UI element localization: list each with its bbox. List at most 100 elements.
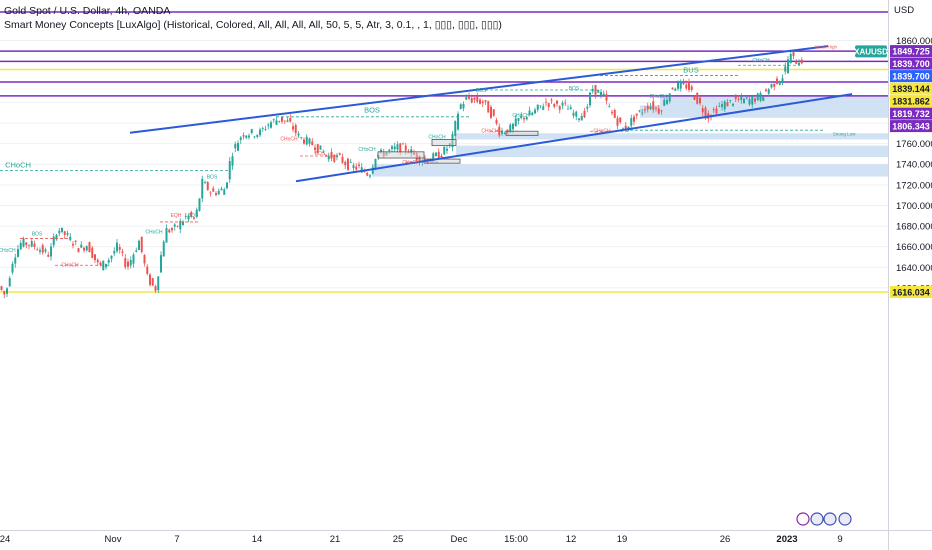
candle-body bbox=[800, 59, 803, 64]
candle-body bbox=[635, 113, 638, 116]
candle-body bbox=[198, 198, 201, 211]
candle-body bbox=[220, 188, 223, 191]
candle-body bbox=[217, 190, 220, 195]
candle-body bbox=[267, 124, 270, 126]
candle-body bbox=[542, 106, 545, 110]
candle-body bbox=[124, 258, 127, 268]
candle-body bbox=[666, 99, 668, 104]
candle-body bbox=[58, 230, 61, 234]
y-tick-label: 1860.000 bbox=[896, 36, 932, 47]
candle-body bbox=[580, 115, 583, 121]
candle-body bbox=[33, 243, 36, 247]
structure-label: CHoCH bbox=[145, 229, 163, 235]
candle-body bbox=[437, 151, 440, 159]
candle-body bbox=[206, 182, 209, 190]
price-tag-label: 1806.343 bbox=[892, 122, 930, 132]
candle-body bbox=[226, 182, 228, 189]
candle-body bbox=[602, 93, 605, 96]
candle-body bbox=[682, 82, 685, 84]
zone-box bbox=[456, 145, 888, 157]
structure-label: CHoCH bbox=[402, 160, 420, 166]
candle-body bbox=[789, 53, 792, 64]
candle-body bbox=[55, 235, 58, 240]
price-tag bbox=[890, 57, 932, 70]
candle-body bbox=[578, 118, 580, 120]
candle-body bbox=[168, 229, 171, 233]
price-tag-label: 1819.732 bbox=[892, 109, 930, 119]
candle-body bbox=[668, 93, 671, 102]
candle-body bbox=[234, 144, 237, 149]
candle-body bbox=[553, 104, 556, 107]
current-price-tag bbox=[890, 70, 932, 83]
candle-body bbox=[127, 261, 129, 267]
candle-body bbox=[619, 117, 622, 123]
candle-body bbox=[190, 212, 193, 217]
candle-body bbox=[8, 278, 11, 287]
candle-body bbox=[143, 255, 146, 264]
price-axis-border bbox=[888, 0, 889, 550]
zone-box bbox=[456, 133, 888, 140]
candle-body bbox=[583, 110, 586, 118]
candle-body bbox=[685, 84, 688, 89]
candle-body bbox=[264, 129, 267, 131]
candle-body bbox=[638, 110, 641, 112]
candle-body bbox=[25, 242, 28, 246]
y-tick-label: 1700.000 bbox=[896, 201, 932, 212]
candle-body bbox=[223, 189, 226, 195]
structure-label: CHoCH bbox=[280, 137, 298, 143]
candle-body bbox=[690, 86, 693, 90]
candle-body bbox=[74, 240, 77, 242]
x-tick-label: 21 bbox=[330, 534, 341, 545]
structure-label: BOS bbox=[569, 86, 580, 92]
candle-body bbox=[165, 228, 168, 243]
candle-body bbox=[476, 96, 479, 102]
candle-body bbox=[778, 81, 781, 85]
y-tick-label: 1740.000 bbox=[896, 160, 932, 171]
structure-label: BOS bbox=[364, 106, 380, 115]
candle-body bbox=[393, 146, 396, 150]
candle-body bbox=[633, 116, 635, 122]
candle-body bbox=[162, 241, 165, 257]
candle-body bbox=[759, 93, 762, 101]
candle-body bbox=[737, 98, 740, 100]
candle-body bbox=[572, 112, 575, 116]
candle-body bbox=[525, 116, 528, 120]
candle-body bbox=[696, 92, 699, 104]
candle-body bbox=[242, 135, 245, 137]
candle-body bbox=[600, 91, 602, 96]
candle-body bbox=[36, 249, 39, 251]
candle-body bbox=[39, 250, 41, 252]
price-tag-label: 1616.034 bbox=[892, 288, 930, 298]
candle-body bbox=[283, 120, 286, 122]
candle-body bbox=[649, 106, 652, 110]
candle-body bbox=[281, 116, 283, 122]
candle-body bbox=[487, 101, 490, 113]
candle-body bbox=[718, 106, 721, 107]
structure-label: Weak High bbox=[815, 45, 837, 50]
candle-body bbox=[360, 167, 363, 173]
candle-body bbox=[371, 167, 374, 174]
structure-label: CHoCH bbox=[649, 94, 667, 100]
candle-body bbox=[770, 84, 773, 88]
candle-body bbox=[113, 251, 116, 254]
candle-body bbox=[503, 133, 506, 134]
x-tick-label: 12 bbox=[566, 534, 577, 545]
candle-body bbox=[751, 96, 754, 105]
candle-body bbox=[721, 104, 723, 107]
candle-body bbox=[624, 125, 627, 129]
candle-body bbox=[3, 290, 6, 295]
candle-body bbox=[380, 149, 382, 152]
candle-body bbox=[129, 260, 132, 266]
price-tag-label: 1839.700 bbox=[892, 59, 930, 69]
candle-body bbox=[182, 221, 184, 226]
candle-body bbox=[435, 152, 437, 156]
candle-body bbox=[773, 83, 776, 87]
x-tick-label: 25 bbox=[393, 534, 404, 545]
candle-body bbox=[116, 242, 118, 252]
candle-body bbox=[338, 153, 341, 155]
candle-body bbox=[712, 109, 715, 111]
indicator-legend[interactable]: Smart Money Concepts [LuxAlgo] (Historic… bbox=[4, 19, 502, 31]
candle-body bbox=[396, 144, 399, 150]
candle-body bbox=[457, 113, 459, 130]
